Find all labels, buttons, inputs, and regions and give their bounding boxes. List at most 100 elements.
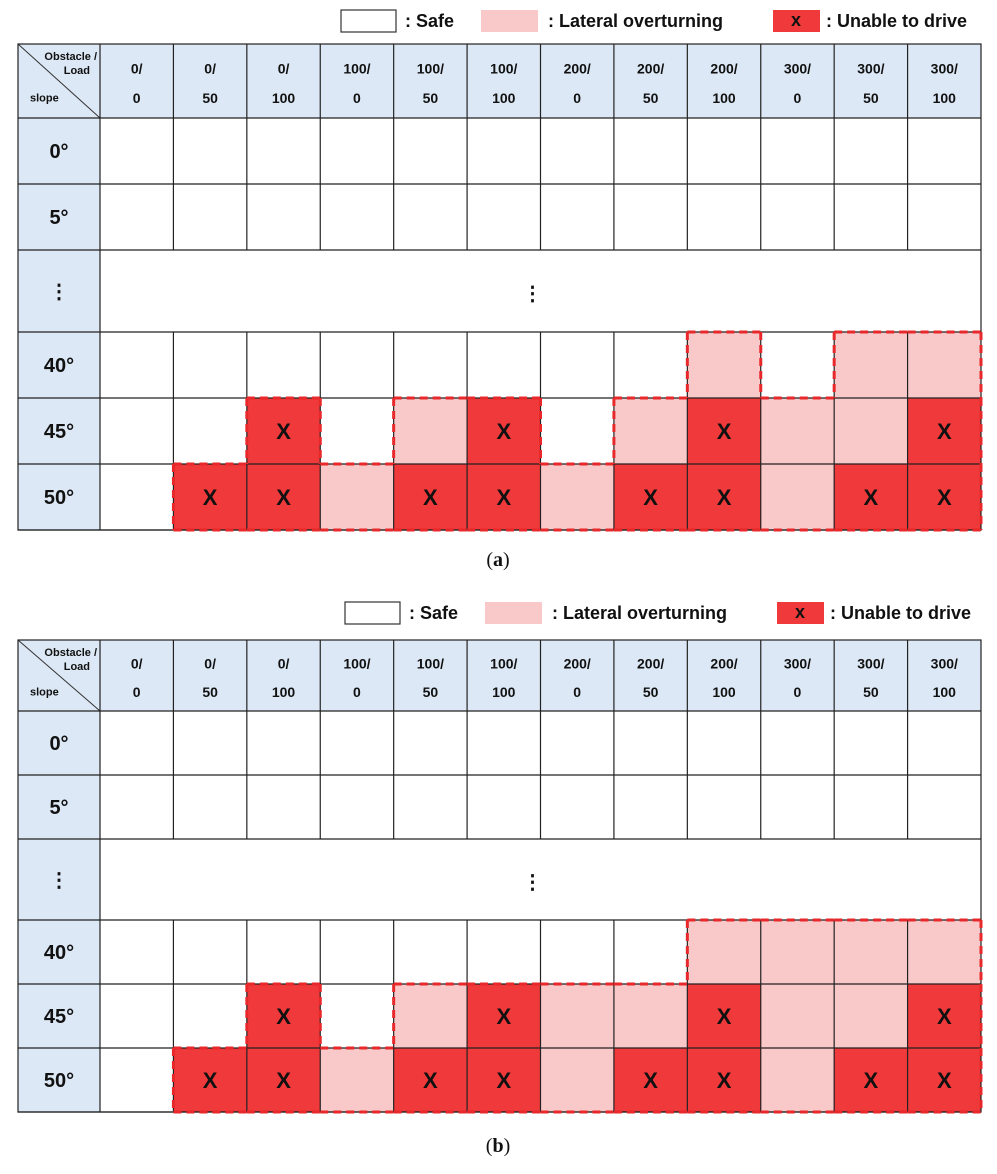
cell-safe [173,184,247,250]
cell-safe [173,711,247,775]
cell-safe [100,118,174,184]
cell-safe [100,1048,174,1112]
cell-lateral [540,1048,614,1112]
column-header-load: 0 [353,684,361,700]
cell-safe [100,332,174,398]
cell-safe [393,775,468,839]
cell-lateral [760,1048,835,1112]
column-header-load: 50 [643,684,659,700]
ellipsis-glyph: ⋮ [523,872,543,894]
legend-lateral-label: : Lateral overturning [548,11,723,31]
cell-safe [320,711,394,775]
cell-x-mark: X [203,485,218,510]
cell-safe [467,184,541,250]
column-header-obstacle: 100/ [343,655,370,671]
caption-open: ( [486,1135,493,1157]
cell-lateral [540,984,614,1048]
column-header-obstacle: 200/ [710,655,737,671]
cell-unable [687,984,761,1048]
cell-safe [320,984,394,1048]
table-b: 0/0 0/50 0/100 100/0 100/50 100/100 200/0 200/5… [17,639,983,1157]
cell-lateral [834,984,908,1048]
cell-x-mark: X [717,1068,732,1093]
cell-unable [907,464,981,530]
cell-x-mark: X [276,419,291,444]
cell-unable [467,984,541,1048]
cell-x-mark: X [643,1068,658,1093]
column-header-load: 100 [933,684,957,700]
cell-x-mark: X [937,1004,952,1029]
slope-label: 40° [44,942,74,964]
cell-lateral [834,332,908,398]
cell-safe [393,711,468,775]
cell-lateral [393,984,468,1048]
slope-label: 5° [49,207,68,229]
cell-x-mark: X [496,485,511,510]
caption-letter: a [493,549,503,571]
column-header-load: 50 [423,90,439,106]
cell-safe [540,775,614,839]
column-header-load: 100 [272,684,296,700]
column-header-load: 100 [492,684,516,700]
column-header-obstacle: 300/ [931,61,958,77]
column-header-load: 0 [794,90,802,106]
cell-safe [613,711,688,775]
legend-safe-swatch [340,9,397,33]
column-header-load: 0 [133,90,141,106]
cell-unable [687,1048,761,1112]
legend: : Safe: Lateral overturning x: Unable to … [340,9,967,33]
cell-safe [834,711,908,775]
cell-safe [173,398,247,464]
corner-load-label: Load [64,661,90,673]
header-background [18,44,981,118]
cell-safe [100,184,174,250]
legend-unable-marker: x [791,10,801,30]
cell-x-mark: X [496,1068,511,1093]
cell-safe [100,920,174,984]
corner-diagonal [17,43,101,119]
cell-unable [393,464,468,530]
column-header-obstacle: 0/ [131,655,143,671]
slope-column-background [18,118,100,530]
column-header-load: 0 [794,684,802,700]
column-header-obstacle: 300/ [784,61,811,77]
hazard-outline [171,918,983,1114]
cell-lateral [613,984,688,1048]
cell-safe [760,184,835,250]
cell-x-mark: X [276,1068,291,1093]
column-header-obstacle: 200/ [710,61,737,77]
cell-safe [100,398,174,464]
cell-unable [393,1048,468,1112]
cell-safe [467,118,541,184]
cell-unable [687,464,761,530]
column-header-obstacle: 200/ [564,655,591,671]
cell-x-mark: X [276,1004,291,1029]
cell-safe [760,711,835,775]
cell-safe [540,118,614,184]
cell-unable [173,464,247,530]
legend-lateral-swatch [485,602,542,624]
cell-safe [540,711,614,775]
cell-lateral [907,332,981,398]
cell-safe [246,118,321,184]
cell-unable [687,398,761,464]
cell-safe [100,984,174,1048]
ellipsis-glyph: ⋮ [523,283,543,305]
cell-unable [246,1048,321,1112]
cell-safe [613,775,688,839]
table-a: 0/0 0/50 0/100 100/0 100/50 100/100 200/0 200/5… [17,43,983,571]
caption-close: ) [503,549,510,571]
cell-safe [834,775,908,839]
cell-lateral [760,464,835,530]
legend-unable-label: : Unable to drive [830,603,971,623]
column-header-obstacle: 100/ [343,61,370,77]
cell-safe [100,464,174,530]
cell-safe [467,775,541,839]
column-header-obstacle: 100/ [417,61,444,77]
cell-safe [687,711,761,775]
cell-lateral [320,464,394,530]
cell-safe [246,332,321,398]
column-header-obstacle: 0/ [278,655,290,671]
cell-unable [467,398,541,464]
cell-safe [100,775,174,839]
